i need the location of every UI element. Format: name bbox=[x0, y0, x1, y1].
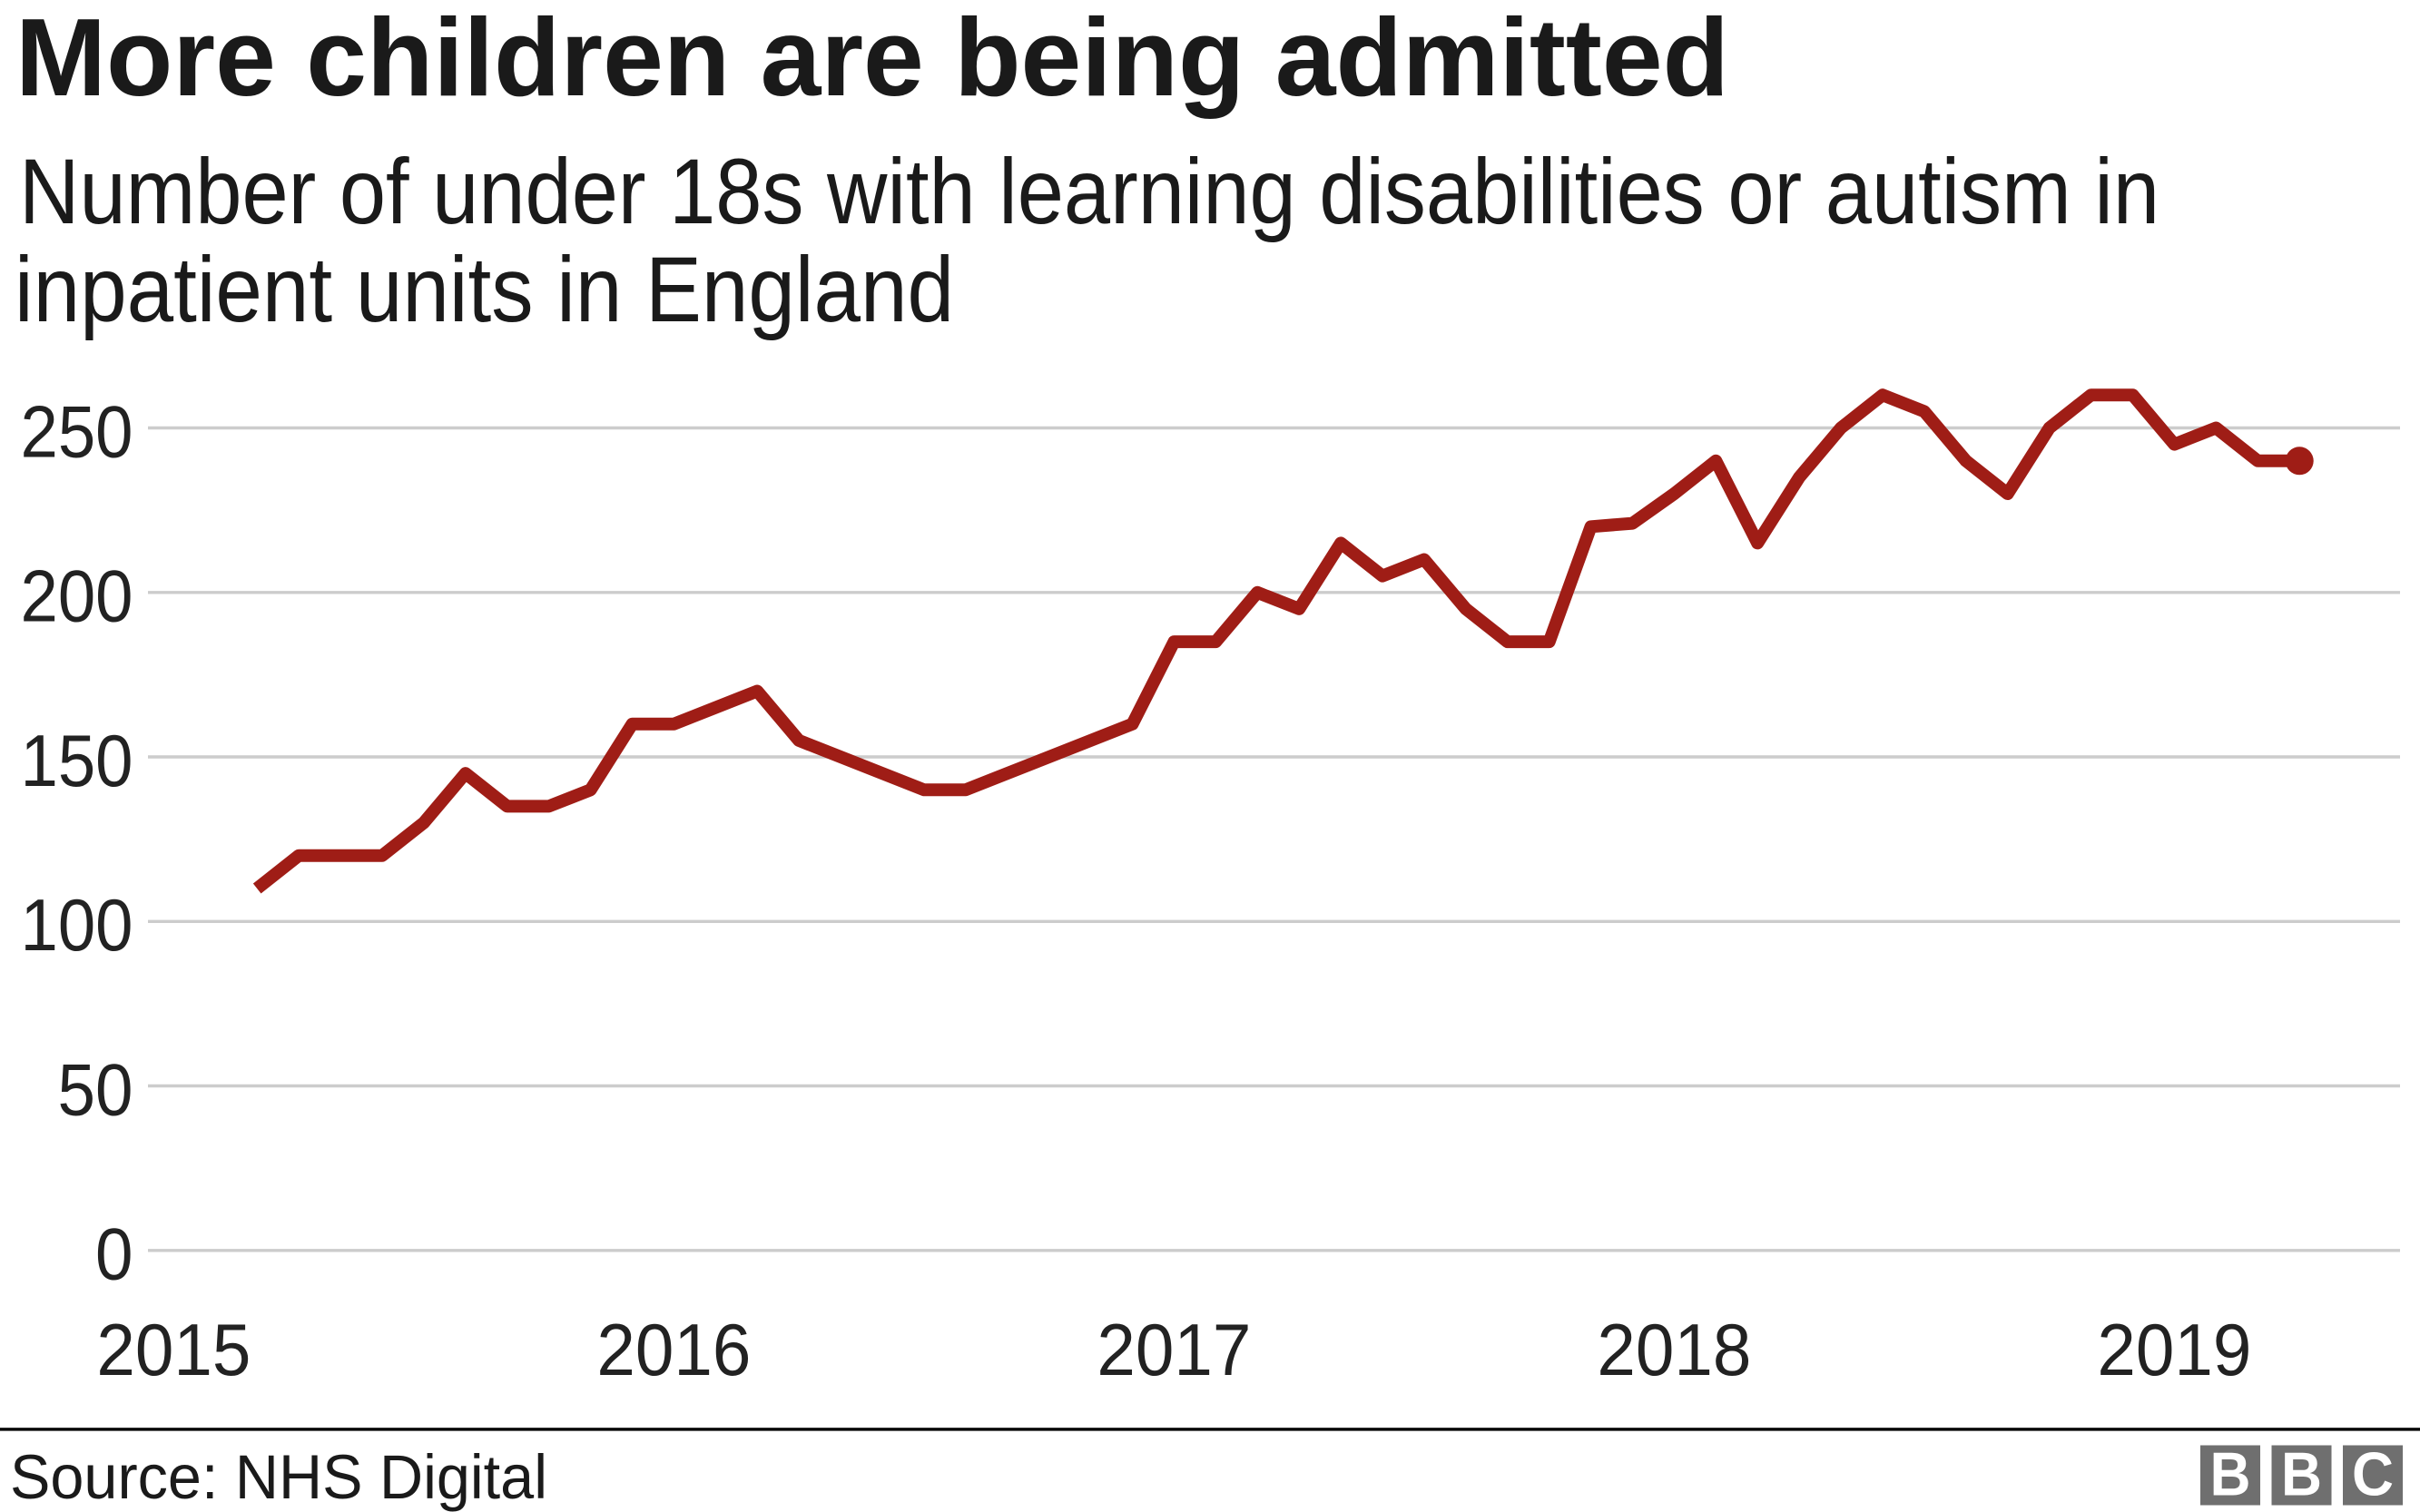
svg-text:Number of under 18s with learn: Number of under 18s with learning disabi… bbox=[19, 140, 2159, 243]
svg-text:C: C bbox=[2352, 1440, 2394, 1508]
svg-text:inpatient units in England: inpatient units in England bbox=[15, 238, 954, 341]
svg-text:B: B bbox=[2210, 1440, 2251, 1508]
svg-text:Source: NHS Digital: Source: NHS Digital bbox=[10, 1442, 547, 1512]
svg-text:50: 50 bbox=[58, 1049, 133, 1131]
svg-text:B: B bbox=[2281, 1440, 2322, 1508]
svg-text:2017: 2017 bbox=[1097, 1310, 1251, 1391]
svg-text:0: 0 bbox=[95, 1214, 133, 1296]
svg-text:100: 100 bbox=[21, 885, 133, 967]
svg-text:250: 250 bbox=[21, 391, 133, 473]
svg-text:2015: 2015 bbox=[96, 1310, 251, 1391]
svg-text:2018: 2018 bbox=[1597, 1310, 1751, 1391]
svg-text:150: 150 bbox=[21, 721, 133, 802]
svg-text:2016: 2016 bbox=[596, 1310, 751, 1391]
svg-text:2019: 2019 bbox=[2097, 1310, 2251, 1391]
svg-text:More children are being admitt: More children are being admitted bbox=[15, 0, 1729, 119]
svg-text:200: 200 bbox=[21, 556, 133, 638]
